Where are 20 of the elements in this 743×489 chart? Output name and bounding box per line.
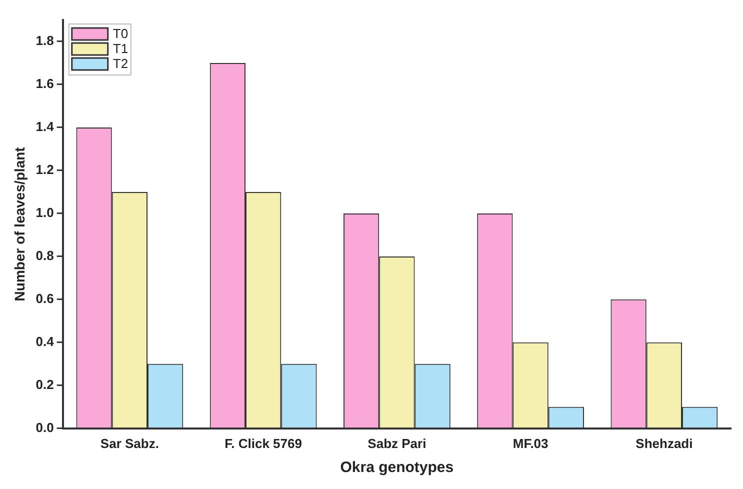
y-axis-title: Number of leaves/plant (11, 146, 28, 302)
y-tick-label: 0.6 (36, 291, 54, 306)
x-tick-label: Shehzadi (636, 436, 693, 451)
legend-label: T1 (112, 41, 128, 56)
y-tick-label: 1.6 (36, 76, 54, 92)
y-tick-label: 1.0 (36, 205, 54, 220)
y-tick-label: 0.8 (36, 248, 54, 264)
y-tick-label: 1.2 (36, 162, 54, 178)
x-tick-label: MF.03 (512, 436, 548, 451)
y-tick-label: 0.0 (36, 420, 54, 435)
x-tick-label: F. Click 5769 (224, 436, 302, 451)
legend-label: T0 (112, 26, 128, 42)
y-tick-label: 1.8 (36, 33, 54, 48)
y-tick-label: 1.4 (36, 119, 55, 134)
y-tick-label: 0.2 (36, 376, 54, 392)
legend-label: T2 (112, 56, 128, 72)
x-axis-title: Okra genotypes (340, 459, 454, 476)
y-tick-label: 0.4 (36, 334, 55, 349)
x-tick-label: Sar Sabz. (100, 436, 159, 451)
x-tick-label: Sabz Pari (368, 436, 426, 451)
